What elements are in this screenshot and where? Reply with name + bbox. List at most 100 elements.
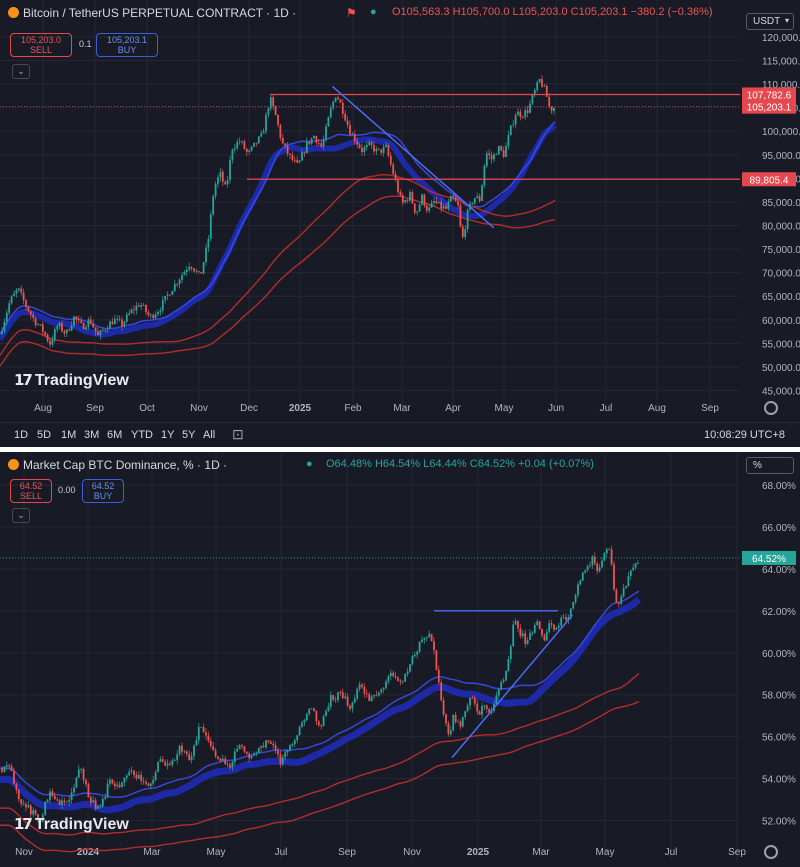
- candle-body: [476, 196, 479, 199]
- candle-body: [212, 746, 215, 751]
- range-5d[interactable]: 5D: [37, 429, 52, 441]
- candle-body: [421, 194, 423, 205]
- tradingview-logo: 𝟭𝟳 TradingView: [14, 372, 129, 389]
- candle-body: [46, 334, 49, 341]
- candle-body: [82, 769, 85, 780]
- candle-body: [447, 723, 450, 735]
- candle-body: [3, 766, 6, 772]
- candle-body: [32, 810, 35, 815]
- range-1m[interactable]: 1M: [61, 429, 77, 441]
- candle-body: [387, 144, 390, 156]
- candle-body: [241, 745, 243, 747]
- candle-body: [41, 814, 44, 822]
- candle-body: [164, 295, 167, 301]
- currency-select[interactable]: USDT ▾: [746, 13, 794, 30]
- x-tick-label: Mar: [143, 847, 161, 858]
- candle-body: [361, 147, 363, 152]
- currency-select[interactable]: %: [746, 457, 794, 474]
- range-1y[interactable]: 1Y: [161, 429, 175, 441]
- flag-icon[interactable]: ⚑: [346, 6, 357, 20]
- candle-body: [637, 562, 639, 564]
- candle-body: [341, 102, 344, 114]
- candle-body: [27, 805, 30, 808]
- candle-body: [140, 774, 143, 781]
- clock-label[interactable]: 10:08:29 UTC+8: [704, 429, 786, 441]
- candle-body: [5, 312, 8, 322]
- candle-body: [219, 758, 222, 761]
- candle-body: [519, 111, 522, 117]
- candle-body: [123, 777, 126, 783]
- candle-body: [406, 671, 409, 674]
- dominance-chart[interactable]: 52.00% 54.00% 56.00% 58.00% 60.00% 62.00% 64.0…: [0, 452, 800, 867]
- candle-body: [257, 136, 260, 144]
- candle-body: [353, 698, 356, 703]
- candle-body: [250, 146, 253, 151]
- last-price-tag: [742, 550, 796, 565]
- btc-price-chart[interactable]: 45,000.0 50,000.0 55,000.0 60,000.0 65,000.0…: [0, 0, 800, 447]
- date-range-icon[interactable]: ⊡: [232, 426, 244, 442]
- candle-body: [593, 556, 596, 564]
- candle-body: [272, 97, 275, 107]
- candle-body: [531, 94, 534, 104]
- range-all[interactable]: All: [203, 429, 216, 441]
- candle-body: [224, 758, 227, 765]
- range-ytd[interactable]: YTD: [131, 429, 153, 441]
- dominance-chart-panel[interactable]: 52.00% 54.00% 56.00% 58.00% 60.00% 62.00% 64.0…: [0, 452, 800, 867]
- buy-button[interactable]: 64.52 BUY: [82, 479, 124, 503]
- candle-body: [94, 800, 97, 809]
- candle-body: [205, 247, 207, 263]
- x-tick-label: Sep: [338, 847, 356, 858]
- buy-button[interactable]: 105,203.1 BUY: [96, 33, 158, 57]
- y-tick-label: 65,000.0: [762, 292, 800, 303]
- candle-body: [514, 621, 517, 625]
- btc-chart-panel[interactable]: 45,000.0 50,000.0 55,000.0 60,000.0 65,000.0…: [0, 0, 800, 447]
- candle-body: [291, 154, 294, 160]
- sell-button[interactable]: 64.52 SELL: [10, 479, 52, 503]
- y-tick-label: 50,000.0: [762, 363, 800, 374]
- candle-body: [137, 305, 140, 307]
- candle-body: [111, 779, 114, 784]
- candle-body: [603, 553, 606, 561]
- candle-body: [365, 693, 368, 695]
- x-tick-label: Jul: [600, 403, 613, 414]
- range-5y[interactable]: 5Y: [182, 429, 196, 441]
- candle-body: [334, 699, 337, 701]
- x-tick-label: 2025: [289, 403, 312, 414]
- candle-body: [579, 580, 582, 585]
- candle-body: [507, 659, 510, 671]
- settings-gear-icon[interactable]: [764, 845, 778, 859]
- collapse-chevron-icon[interactable]: ⌄: [12, 508, 30, 523]
- moving-average-line: [0, 195, 556, 367]
- candle-body: [394, 676, 397, 678]
- candle-body: [586, 566, 589, 571]
- range-1d[interactable]: 1D: [14, 429, 29, 441]
- collapse-chevron-icon[interactable]: ⌄: [12, 64, 30, 79]
- candle-body: [625, 585, 627, 589]
- settings-gear-icon[interactable]: [764, 401, 778, 415]
- y-tick-label: 56.00%: [762, 733, 796, 744]
- candle-body: [433, 200, 435, 203]
- sell-button[interactable]: 105,203.0 SELL: [10, 33, 72, 57]
- candle-body: [262, 745, 265, 748]
- range-3m[interactable]: 3M: [84, 429, 100, 441]
- x-tick-label: Oct: [139, 403, 155, 414]
- x-tick-label: Sep: [701, 403, 719, 414]
- candle-body: [327, 706, 330, 712]
- candle-body: [205, 732, 207, 736]
- candle-body: [344, 113, 347, 121]
- x-tick-label: Jun: [548, 403, 564, 414]
- candle-body: [315, 710, 318, 722]
- candle-body: [140, 305, 143, 307]
- range-6m[interactable]: 6M: [107, 429, 123, 441]
- candle-body: [464, 711, 467, 717]
- candle-body: [219, 171, 222, 178]
- live-dot-icon: ●: [306, 458, 313, 470]
- candle-body: [368, 142, 371, 145]
- candle-body: [569, 608, 572, 617]
- candle-body: [545, 85, 548, 97]
- candle-body: [452, 196, 455, 198]
- candle-body: [279, 124, 282, 138]
- candle-body: [101, 798, 104, 807]
- candle-body: [567, 616, 570, 621]
- candle-body: [310, 708, 313, 710]
